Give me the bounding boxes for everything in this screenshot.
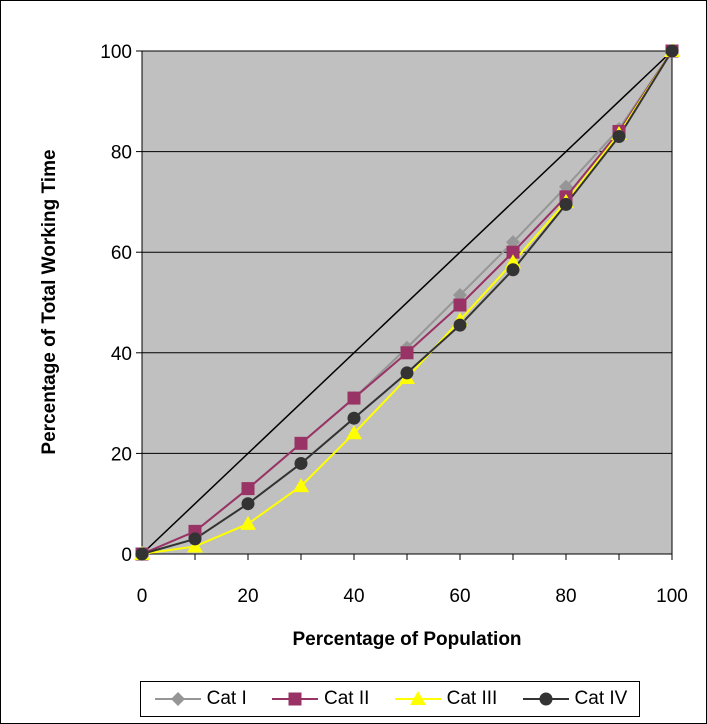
data-point [347,391,361,405]
legend-label: Cat I [206,688,247,709]
x-tick-label: 100 [656,586,688,607]
y-tick-label: 60 [111,243,132,264]
data-point [559,179,573,194]
data-point [188,532,202,546]
legend-label: Cat II [323,688,370,709]
data-point [241,482,255,496]
data-point [187,538,203,553]
legend: Cat I Cat II Cat III Cat IV [140,681,640,717]
legend-label: Cat IV [574,688,628,709]
data-point [293,478,309,493]
y-tick-label: 100 [100,42,132,63]
data-point [400,346,414,360]
data-point [506,263,520,277]
legend-swatch [394,691,441,705]
data-point [135,547,149,561]
data-point [612,130,626,144]
x-tick-label: 60 [449,586,470,607]
data-point [506,235,520,250]
equality-line [141,50,673,555]
legend-marker [409,691,426,705]
legend-swatch [271,692,318,706]
data-point [294,456,308,470]
data-point [240,515,256,530]
y-tick-label: 40 [111,344,132,365]
x-axis-title: Percentage of Population [292,629,521,650]
y-tick-label: 20 [111,444,132,465]
data-point [453,318,467,332]
legend-marker [170,692,185,706]
legend-item: Cat IV [521,688,628,710]
data-point [453,287,467,302]
legend-swatch [522,692,569,706]
data-point [346,425,362,440]
data-point [294,436,308,450]
legend-marker [288,692,302,706]
legend-item: Cat I [153,688,247,710]
legend-marker [539,692,553,706]
legend-item: Cat II [270,688,369,710]
data-point [506,245,520,259]
x-tick-label: 0 [137,586,148,607]
data-point [665,44,679,58]
x-tick-label: 40 [343,586,364,607]
data-point [400,366,414,380]
data-point [453,298,467,312]
legend-item: Cat III [393,688,498,710]
y-tick-label: 0 [121,545,132,566]
legend-swatch [154,692,201,706]
data-point [559,197,573,211]
x-tick-label: 80 [555,586,576,607]
legend-label: Cat III [446,688,498,709]
x-tick-label: 20 [237,586,258,607]
y-tick-label: 80 [111,143,132,164]
data-point [241,497,255,511]
data-point [347,411,361,425]
y-axis-title: Percentage of Total Working Time [39,149,60,454]
